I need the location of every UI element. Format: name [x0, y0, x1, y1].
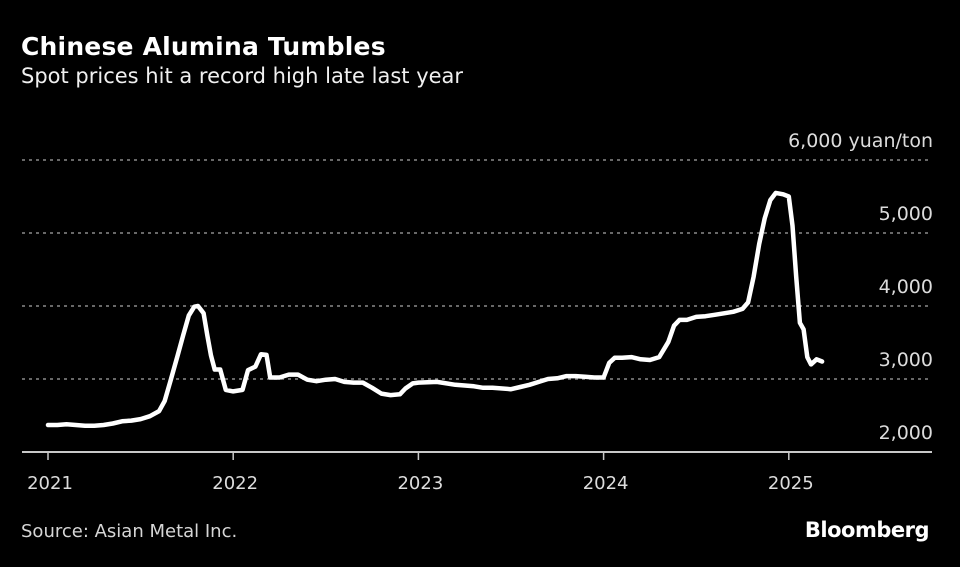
x-tick-label: 2025 [768, 473, 814, 494]
y-tick-label: 3,000 [879, 349, 933, 371]
y-tick-label: 4,000 [879, 276, 933, 298]
source-note: Source: Asian Metal Inc. [21, 521, 238, 542]
x-axis-ticks: 2021 2022 2023 2024 2025 [27, 452, 814, 494]
chart-subtitle: Spot prices hit a record high late last … [21, 64, 464, 88]
x-tick-label: 2022 [212, 473, 258, 494]
y-axis-labels: 2,000 3,000 4,000 5,000 6,000 yuan/ton [788, 130, 933, 444]
price-line [45, 190, 825, 428]
chart-title: Chinese Alumina Tumbles [21, 32, 386, 61]
y-tick-label: 6,000 yuan/ton [788, 130, 933, 152]
y-tick-label: 2,000 [879, 422, 933, 444]
x-tick-label: 2021 [27, 473, 73, 494]
x-tick-label: 2024 [583, 473, 629, 494]
gridlines [22, 159, 932, 380]
bloomberg-logo: Bloomberg [804, 518, 930, 542]
y-tick-label: 5,000 [879, 203, 933, 225]
x-tick-label: 2023 [397, 473, 443, 494]
